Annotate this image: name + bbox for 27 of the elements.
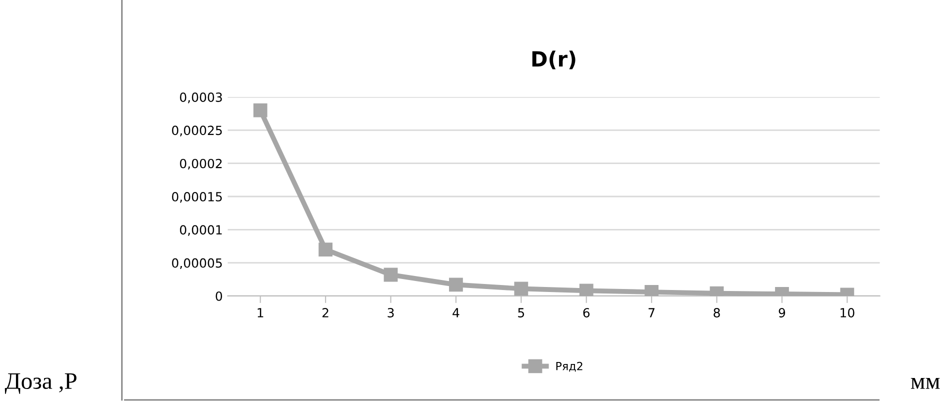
y-tick-label: 0,0002	[180, 158, 222, 170]
y-tick-label: 0,00005	[172, 258, 222, 270]
point	[449, 278, 463, 292]
x-tick-label: 10	[840, 308, 854, 318]
x-tick-label: 7	[648, 308, 654, 318]
x-tick-label: 9	[778, 308, 786, 318]
y-tick-label: 0,0001	[180, 225, 222, 236]
point	[514, 282, 528, 296]
chart-title: D(r)	[532, 50, 576, 70]
point	[253, 103, 268, 118]
point	[318, 242, 332, 256]
x-tick-label: 1	[258, 308, 264, 318]
text: Доза ,Р	[4, 373, 76, 394]
x-tick-label: 8	[714, 308, 720, 318]
y-tick-label: 0,00015	[172, 192, 222, 203]
legend-label: Ряд2	[556, 362, 582, 372]
point	[384, 268, 398, 282]
text: мм	[910, 378, 940, 389]
x-tick-label: 6	[583, 308, 590, 318]
y-tick-label: 0	[216, 291, 222, 301]
x-tick-label: 3	[388, 308, 394, 318]
x-tick-label: 2	[322, 308, 328, 318]
y-tick-label: 0,0003	[180, 92, 222, 104]
y-tick-label: 0,00025	[172, 126, 222, 136]
x-tick-label: 4	[452, 308, 460, 318]
x-tick-label: 5	[518, 308, 524, 318]
point	[579, 284, 594, 296]
